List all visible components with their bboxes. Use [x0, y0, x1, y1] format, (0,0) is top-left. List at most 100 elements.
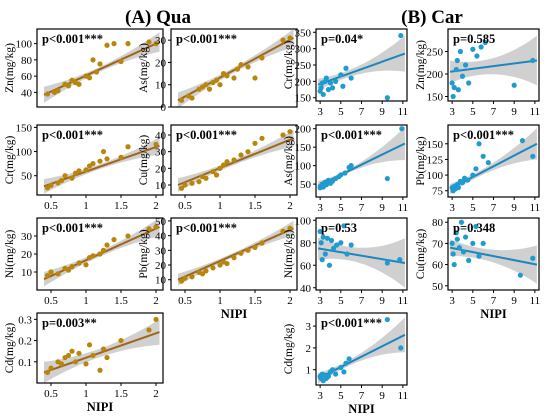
data-point: [384, 260, 390, 266]
data-point: [118, 154, 124, 160]
data-point: [97, 251, 103, 257]
data-point: [100, 148, 107, 155]
y-tick-label: 40: [155, 130, 167, 142]
x-tick-label: 7: [359, 295, 365, 307]
p-value-annotation: p<0.001***: [453, 128, 514, 142]
data-point: [104, 156, 110, 162]
x-tick-label: 3: [317, 295, 323, 307]
y-axis-label: As(mg/kg): [283, 136, 295, 186]
data-point: [466, 80, 472, 86]
data-point: [454, 57, 460, 64]
data-point: [153, 224, 159, 230]
y-tick-label: 0.3: [18, 314, 32, 326]
data-point: [322, 251, 328, 257]
data-point: [333, 78, 339, 84]
y-axis-label: Zn(mg/kg): [415, 40, 427, 90]
data-point: [196, 179, 202, 185]
p-value-annotation: p=0.53: [321, 221, 357, 235]
data-point: [287, 35, 293, 41]
data-point: [329, 85, 336, 91]
x-tick-label: 1: [83, 295, 89, 307]
y-tick-label: 80: [21, 55, 33, 67]
data-point: [210, 169, 216, 175]
scatter-panel-car-11: 40 60 80 100 3 5 7 9 11 p=0.53 Ni(mg/kg): [283, 215, 408, 307]
data-point: [462, 62, 469, 68]
x-tick-label: 7: [491, 106, 497, 118]
y-tick-label: 20: [155, 57, 167, 69]
data-point: [259, 135, 265, 141]
x-tick-label: 9: [511, 295, 517, 307]
y-axis-label: Ni(mg/kg): [283, 230, 295, 279]
data-point: [338, 172, 344, 178]
y-tick-label: 100: [295, 161, 312, 173]
x-tick-label: 7: [359, 106, 365, 118]
data-point: [213, 77, 220, 83]
data-point: [280, 132, 286, 138]
y-axis-label: As(mg/kg): [138, 43, 150, 93]
data-point: [280, 228, 286, 234]
x-tick-label: 11: [530, 295, 541, 307]
data-point: [320, 91, 326, 98]
p-value-annotation: p=0.348: [453, 221, 495, 235]
x-tick-label: 7: [491, 202, 497, 214]
panel-title-car: (B) Car: [401, 7, 463, 28]
data-point: [178, 97, 185, 103]
data-point: [65, 352, 72, 359]
data-point: [474, 53, 480, 59]
x-tick-label: 2: [153, 200, 159, 212]
data-point: [76, 168, 82, 174]
data-point: [317, 228, 323, 235]
x-tick-label: 2: [287, 295, 293, 307]
data-point: [398, 345, 404, 351]
x-tick-label: 3: [317, 106, 323, 118]
x-tick-label: 11: [530, 106, 541, 118]
plot-frame: [36, 28, 164, 108]
data-point: [473, 166, 479, 172]
y-tick-label: 60: [432, 260, 444, 272]
data-point: [398, 32, 404, 39]
y-tick-label: 70: [432, 238, 444, 250]
y-tick-label: 125: [427, 154, 444, 166]
y-tick-label: 40: [300, 283, 312, 295]
data-point: [111, 237, 117, 243]
data-point: [519, 138, 526, 144]
data-point: [55, 88, 61, 94]
data-point: [118, 58, 124, 65]
data-point: [348, 163, 354, 169]
x-tick-label: 0.5: [44, 388, 58, 400]
scatter-panel-car-13: 1 2 3 3 5 7 9 11 p<0.001*** Cd(mg/kg) NIPI: [283, 312, 408, 416]
y-tick-label: 30: [155, 245, 167, 257]
scatter-panels: 40 60 80 100 p<0.001*** Zn(mg/kg) 0 10 20 30 p<0.0…: [4, 27, 540, 416]
y-tick-label: 0: [161, 102, 167, 114]
plot-frame: [170, 217, 298, 291]
y-tick-label: 300: [295, 44, 312, 56]
plot-frame: [170, 28, 298, 108]
data-point: [224, 73, 230, 79]
data-point: [318, 240, 324, 246]
y-tick-label: 10: [155, 80, 167, 92]
y-tick-label: 30: [21, 231, 33, 243]
x-tick-label: 3: [449, 295, 455, 307]
data-point: [104, 354, 110, 361]
data-point: [348, 242, 354, 248]
data-point: [319, 257, 325, 263]
data-point: [217, 262, 223, 268]
x-tick-label: 9: [511, 106, 517, 118]
y-axis-label: Pb(mg/kg): [415, 136, 427, 185]
y-tick-label: 150: [427, 139, 444, 151]
data-point: [485, 159, 491, 166]
data-point: [220, 162, 227, 168]
data-point: [245, 247, 251, 253]
x-tick-label: 11: [398, 295, 409, 307]
data-point: [58, 177, 65, 184]
data-point: [343, 360, 349, 366]
y-tick-label: 50: [432, 281, 444, 293]
x-tick-label: 1: [217, 295, 223, 307]
x-tick-label: 5: [338, 202, 344, 214]
data-point: [451, 84, 457, 91]
data-point: [340, 83, 346, 89]
data-point: [48, 269, 54, 275]
x-tick-label: 5: [470, 202, 476, 214]
y-tick-label: 30: [155, 35, 167, 47]
data-point: [231, 255, 237, 261]
